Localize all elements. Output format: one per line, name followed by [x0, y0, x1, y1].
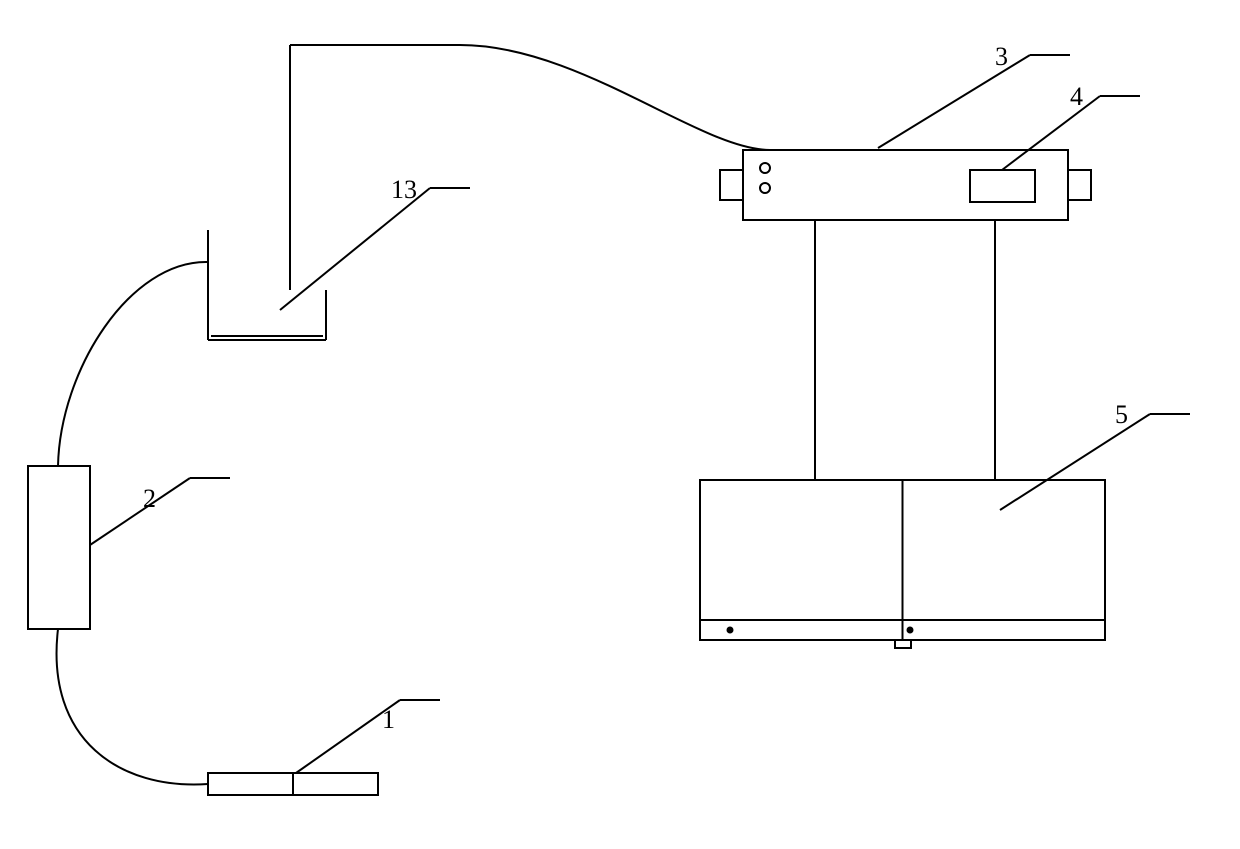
label-5: 5 [1115, 400, 1128, 430]
schematic-diagram [0, 0, 1240, 844]
label-4: 4 [1070, 82, 1083, 112]
label-13: 13 [391, 175, 417, 205]
diagram-svg [0, 0, 1240, 844]
label-3: 3 [995, 42, 1008, 72]
label-2: 2 [143, 484, 156, 514]
label-1: 1 [382, 705, 395, 735]
